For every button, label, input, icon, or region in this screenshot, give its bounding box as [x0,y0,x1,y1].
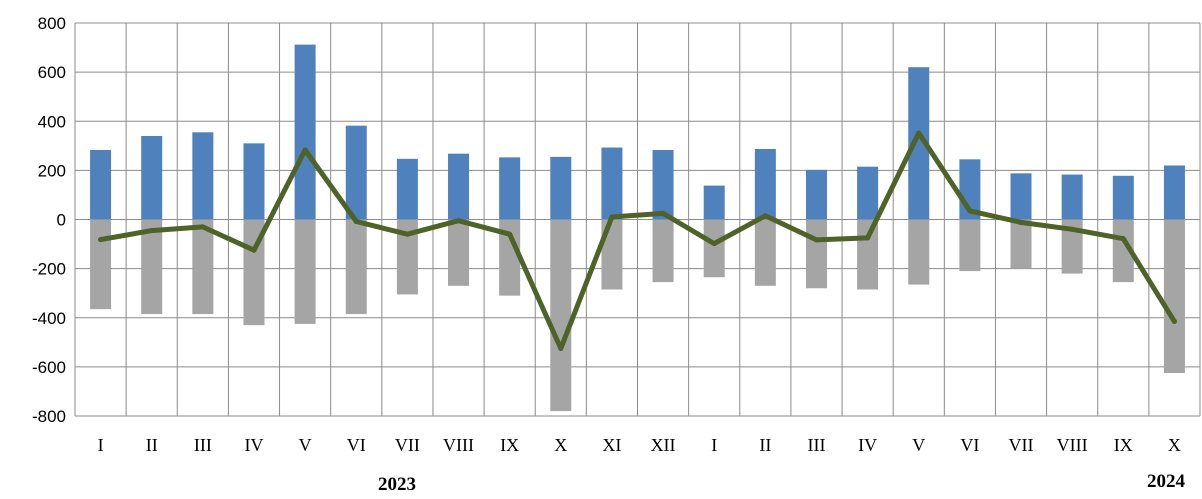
year-label: 2023 [378,474,416,494]
x-tick-label: IX [500,435,519,455]
bar-positive [652,149,674,220]
bar-positive [550,156,572,220]
bar-negative [959,219,981,272]
balance-line-point [507,231,513,237]
bar-positive [1112,175,1134,220]
x-tick-label: III [807,435,825,455]
y-tick-label: -600 [32,358,66,377]
y-tick-label: 600 [38,63,66,82]
x-tick-label: XI [602,435,621,455]
bar-negative [908,219,930,285]
bar-positive [857,166,879,220]
balance-line-point [660,210,666,216]
y-tick-label: 200 [38,161,66,180]
bar-positive [345,125,367,220]
bar-negative [703,219,725,278]
x-tick-label: IV [858,435,877,455]
year-label: 2024 [1147,471,1186,492]
bar-positive [1163,165,1185,220]
bar-positive [908,67,930,220]
bar-negative [345,219,367,315]
balance-line-point [353,218,359,224]
bar-negative [805,219,827,289]
balance-line-point [762,213,768,219]
balance-line-point [916,130,922,136]
balance-line-point [456,218,462,224]
bar-positive [448,153,470,220]
bar-positive [192,132,214,220]
bar-negative [1010,219,1032,269]
x-tick-label: VI [347,435,366,455]
balance-line-point [813,237,819,243]
balance-line-point [1018,219,1024,225]
balance-line-point [98,237,104,243]
balance-line-point [1069,226,1075,232]
bar-negative [1061,219,1083,274]
balance-line-point [1120,236,1126,242]
bar-negative [396,219,418,295]
y-tick-label: 0 [57,211,66,230]
bar-positive [90,149,112,220]
x-tick-label: I [711,435,717,455]
balance-line-point [302,147,308,153]
bar-negative [754,219,776,286]
balance-line-point [865,235,871,241]
x-tick-label: VI [960,435,979,455]
x-tick-label: III [194,435,212,455]
bar-positive [396,158,418,220]
x-tick-label: VII [1009,435,1034,455]
x-tick-label: IX [1114,435,1133,455]
bar-positive [499,157,521,220]
x-tick-label: VIII [1057,435,1088,455]
bar-negative [90,219,112,310]
bar-positive [1010,173,1032,220]
x-tick-label: V [299,435,312,455]
y-tick-label: 800 [38,14,66,33]
x-tick-label: V [912,435,925,455]
bar-negative [294,219,316,324]
balance-line-point [200,224,206,230]
x-tick-label: II [146,435,158,455]
bar-negative [141,219,163,315]
bar-negative [1163,219,1185,374]
bar-positive [754,149,776,220]
x-tick-label: I [98,435,104,455]
x-tick-label: VII [395,435,420,455]
bar-positive [1061,174,1083,220]
x-tick-label: X [1168,435,1181,455]
balance-line-point [149,228,155,234]
x-tick-label: IV [244,435,263,455]
bar-negative [192,219,214,315]
bar-positive [601,147,623,220]
bar-positive [703,185,725,220]
bar-negative [652,219,674,283]
balance-line [98,130,1177,351]
balance-line-point [251,247,257,253]
bar-negative [550,219,572,412]
bar-positive [805,169,827,220]
bar-positive [243,143,265,220]
x-tick-label: XII [651,435,676,455]
bar-negative [499,219,521,296]
bar-negative [1112,219,1134,283]
balance-line-point [967,208,973,214]
balance-line-point [404,231,410,237]
bar-negative [857,219,879,290]
bar-negative [448,219,470,286]
bar-positive [294,44,316,220]
x-tick-label: X [554,435,567,455]
y-tick-label: -400 [32,309,66,328]
x-tick-label: VIII [443,435,474,455]
y-tick-label: -200 [32,260,66,279]
x-tick-label: II [759,435,771,455]
bar-positive [141,135,163,220]
balance-line-point [711,241,717,247]
balance-line-point [609,214,615,220]
balance-line-point [558,345,564,351]
y-tick-label: 400 [38,112,66,131]
y-tick-label: -800 [32,407,66,426]
balance-line-point [1171,318,1177,324]
